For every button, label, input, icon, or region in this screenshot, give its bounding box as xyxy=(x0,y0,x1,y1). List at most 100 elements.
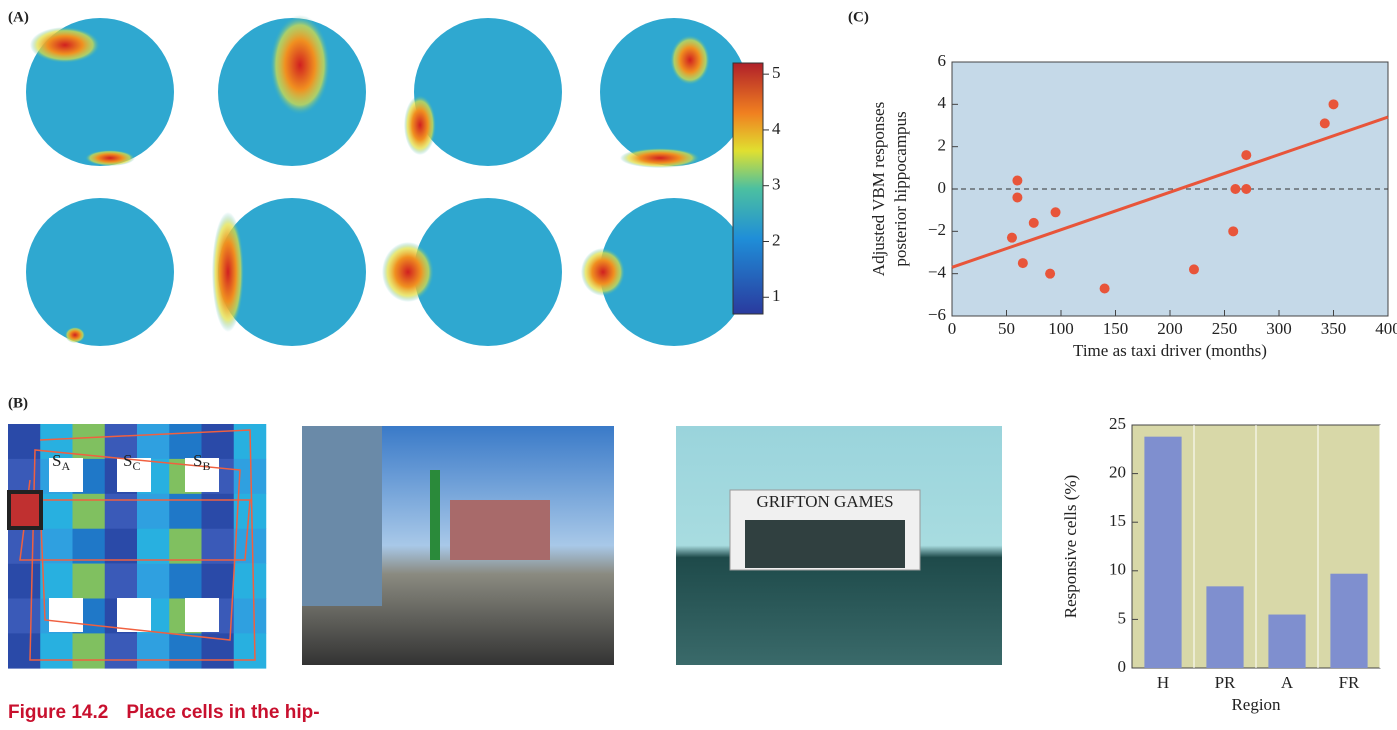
maze-cell xyxy=(105,529,138,564)
y-tick-label: 15 xyxy=(1109,511,1126,530)
maze-cell xyxy=(169,633,202,668)
y-axis-label: posterior hippocampus xyxy=(891,111,910,266)
x-tick-label: 0 xyxy=(948,319,957,338)
point xyxy=(1045,269,1055,279)
point xyxy=(1241,150,1251,160)
bar xyxy=(1206,586,1243,668)
bar xyxy=(1330,574,1367,668)
maze-cell xyxy=(234,529,267,564)
point xyxy=(1018,258,1028,268)
x-tick-label: 350 xyxy=(1321,319,1347,338)
place-field-maps xyxy=(26,15,748,346)
point xyxy=(1329,99,1339,109)
x-tick-label: H xyxy=(1157,673,1169,692)
maze-cell xyxy=(137,564,170,599)
x-tick-label: 250 xyxy=(1212,319,1238,338)
point xyxy=(1241,184,1251,194)
y-tick-label: 5 xyxy=(1118,608,1127,627)
colorbar-tick-label: 3 xyxy=(772,175,781,194)
maze-cell xyxy=(40,529,73,564)
game-screenshot xyxy=(302,426,614,665)
y-tick-label: 0 xyxy=(938,178,947,197)
point xyxy=(1230,184,1240,194)
maze-cell xyxy=(169,494,202,529)
y-axis-label: Adjusted VBM responses xyxy=(869,102,888,276)
panel-label: (B) xyxy=(8,395,28,411)
y-tick-label: −2 xyxy=(928,220,946,239)
x-tick-label: 300 xyxy=(1266,319,1292,338)
x-tick-label: FR xyxy=(1339,673,1360,692)
colorbar xyxy=(733,63,763,314)
maze-cell xyxy=(8,459,41,494)
point xyxy=(1051,207,1061,217)
point xyxy=(1012,176,1022,186)
y-tick-label: 2 xyxy=(938,136,947,155)
maze-block xyxy=(49,598,83,632)
maze-cell xyxy=(202,564,235,599)
point xyxy=(1007,233,1017,243)
colorbar-tick-label: 2 xyxy=(772,230,781,249)
maze-cell xyxy=(169,564,202,599)
point xyxy=(1029,218,1039,228)
maze-cell xyxy=(105,564,138,599)
point xyxy=(1012,192,1022,202)
game-screenshot: GRIFTON GAMES xyxy=(676,426,1002,665)
panel-label: (A) xyxy=(8,9,29,25)
maze-cell xyxy=(105,494,138,529)
colorbar-tick-label: 5 xyxy=(772,63,781,82)
figure: (A) (C) (B) SA SC SB GRIFTON GAMES Figur… xyxy=(0,0,1397,725)
y-tick-label: 20 xyxy=(1109,463,1126,482)
x-tick-label: PR xyxy=(1215,673,1236,692)
x-tick-label: 50 xyxy=(998,319,1015,338)
maze-cell xyxy=(202,424,235,459)
x-tick-label: A xyxy=(1281,673,1294,692)
bar xyxy=(1144,437,1181,668)
x-tick-label: 200 xyxy=(1157,319,1183,338)
point xyxy=(1320,118,1330,128)
point xyxy=(1189,264,1199,274)
y-tick-label: 4 xyxy=(938,93,947,112)
maze-cell xyxy=(8,633,41,668)
maze-cell xyxy=(8,599,41,634)
maze-cell xyxy=(8,564,41,599)
maze-cell xyxy=(202,494,235,529)
x-axis-label: Time as taxi driver (months) xyxy=(1073,341,1267,360)
y-tick-label: −4 xyxy=(928,263,947,282)
y-tick-label: 10 xyxy=(1109,560,1126,579)
maze-block xyxy=(185,598,219,632)
maze-cell xyxy=(73,529,106,564)
y-tick-label: −6 xyxy=(928,305,946,324)
colorbar-tick-label: 1 xyxy=(772,286,781,305)
maze-cell xyxy=(40,494,73,529)
bar xyxy=(1268,615,1305,668)
maze-cell xyxy=(137,494,170,529)
x-tick-label: 100 xyxy=(1048,319,1074,338)
y-tick-label: 0 xyxy=(1118,657,1127,676)
y-tick-label: 25 xyxy=(1109,414,1126,433)
maze-cell xyxy=(40,633,73,668)
panel-label: (C) xyxy=(848,9,869,25)
maze-cell xyxy=(40,564,73,599)
maze-cell xyxy=(73,564,106,599)
colorbar-tick-label: 4 xyxy=(772,119,781,138)
maze-cell xyxy=(137,529,170,564)
point xyxy=(1100,283,1110,293)
x-axis-label: Region xyxy=(1231,695,1281,714)
x-tick-label: 400 xyxy=(1375,319,1397,338)
maze-cell xyxy=(137,633,170,668)
maze-cell xyxy=(8,529,41,564)
point xyxy=(1228,226,1238,236)
maze-block xyxy=(117,598,151,632)
y-axis-label: Responsive cells (%) xyxy=(1061,475,1080,619)
maze-cell xyxy=(137,424,170,459)
start-box xyxy=(9,492,41,528)
y-tick-label: 6 xyxy=(938,51,947,70)
maze-cell xyxy=(73,633,106,668)
sign-text: GRIFTON GAMES xyxy=(756,492,893,511)
maze-cell xyxy=(169,529,202,564)
maze-cell xyxy=(73,494,106,529)
maze-cell xyxy=(105,633,138,668)
maze-cell xyxy=(234,599,267,634)
maze-cell xyxy=(234,633,267,668)
